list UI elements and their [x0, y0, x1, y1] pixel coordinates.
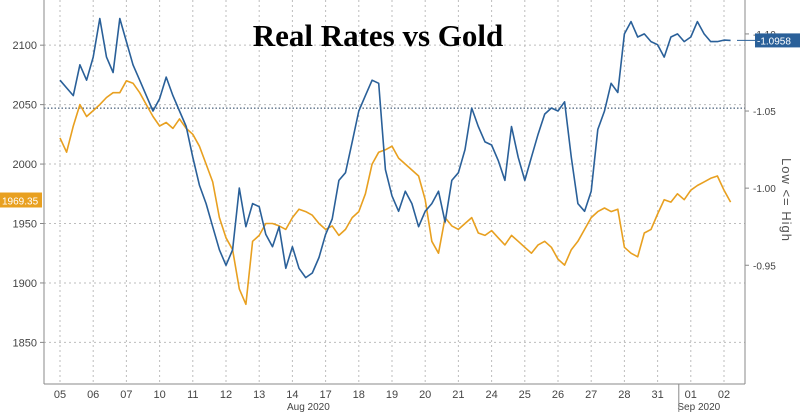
left-axis-tick-label: 1850 — [13, 337, 37, 349]
right-axis-label: Low <= High — [779, 158, 794, 242]
real-rates-series-line — [59, 17, 731, 279]
x-tick-label: 13 — [253, 389, 265, 401]
x-tick-label: 25 — [519, 389, 531, 401]
left-last-value-badge — [0, 192, 42, 208]
left-axis-tick-label: 1900 — [13, 278, 37, 290]
left-axis-tick-label: 1950 — [13, 219, 37, 231]
x-tick-label: 17 — [319, 389, 331, 401]
series-group — [59, 17, 732, 306]
right-axis-tick-label: -0.95 — [753, 261, 776, 272]
x-tick-label: 02 — [718, 389, 730, 401]
x-tick-label: 26 — [552, 389, 564, 401]
x-tick-label: 27 — [585, 389, 597, 401]
axes: 05 06 07 10 11 12 13 14 17 18 19 20 21 24 25 26 27 28 31 01… — [13, 0, 794, 412]
chart-title: Real Rates vs Gold — [253, 18, 504, 53]
right-axis-tick-label: -1.00 — [753, 184, 776, 195]
x-tick-label: 10 — [153, 389, 165, 401]
x-tick-label: 06 — [87, 389, 99, 401]
x-month-label: Aug 2020 — [287, 402, 330, 412]
last-value-labels: 1969.35 -1.0958 — [0, 33, 800, 208]
x-tick-label: 31 — [651, 389, 663, 401]
x-tick-label: 18 — [353, 389, 365, 401]
left-axis-tick-label: 2100 — [13, 40, 37, 52]
x-month-label: Sep 2020 — [677, 402, 720, 412]
x-tick-label: 21 — [452, 389, 464, 401]
left-axis-tick-label: 2050 — [13, 100, 37, 112]
x-tick-label: 11 — [187, 389, 198, 401]
x-tick-label: 12 — [220, 389, 232, 401]
x-tick-label: 20 — [419, 389, 431, 401]
left-axis-tick-label: 2000 — [13, 159, 37, 171]
x-tick-label: 14 — [286, 389, 298, 401]
right-last-value-text: -1.0958 — [757, 36, 791, 47]
right-last-value-badge — [755, 33, 800, 48]
x-tick-label: 05 — [54, 389, 66, 401]
left-last-value-text: 1969.35 — [2, 197, 39, 208]
right-axis-tick-label: -1.05 — [753, 107, 776, 118]
x-tick-label: 01 — [685, 389, 697, 401]
x-tick-label: 07 — [120, 389, 132, 401]
gold-series-line — [59, 80, 732, 306]
x-tick-label: 24 — [485, 389, 497, 401]
x-tick-label: 19 — [386, 389, 398, 401]
x-tick-label: 28 — [618, 389, 630, 401]
